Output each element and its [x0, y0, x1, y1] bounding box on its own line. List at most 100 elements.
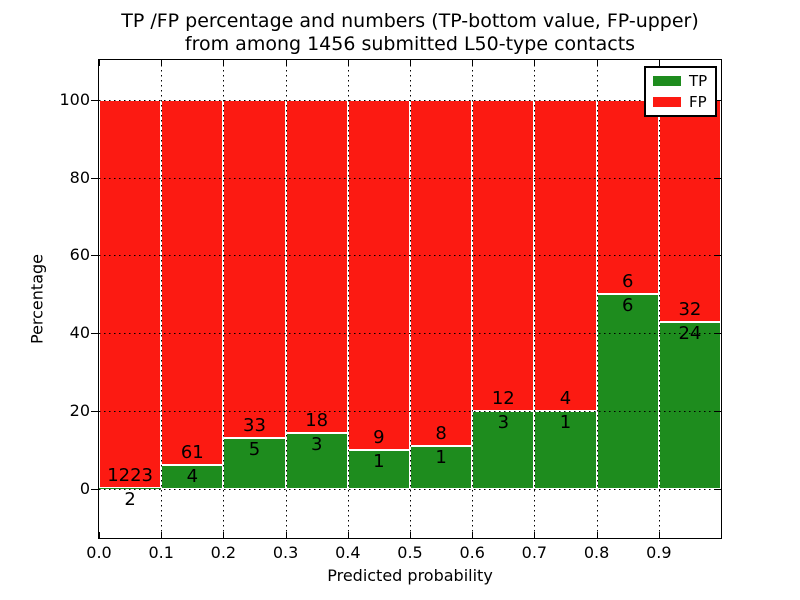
- bar-segment-tp: [596, 294, 659, 489]
- x-tick-mark: [285, 60, 287, 66]
- figure-title-line2: from among 1456 submitted L50-type conta…: [184, 33, 636, 55]
- x-tick-label: 0.6: [459, 543, 485, 562]
- gridline-v: [472, 60, 474, 538]
- bar-count-label-fp: 6: [621, 271, 634, 293]
- legend-item-tp: TP: [653, 73, 707, 89]
- y-tick-label: 0: [79, 478, 90, 498]
- bar-count-label-tp: 3: [310, 434, 323, 456]
- x-tick-label: 0.1: [148, 543, 174, 562]
- legend-swatch-tp: [653, 76, 681, 86]
- bar-count-label-fp: 9: [373, 427, 385, 449]
- y-tick-mark: [715, 411, 721, 413]
- gridline-v: [223, 60, 225, 538]
- y-tick-mark: [715, 333, 721, 335]
- x-tick-mark: [534, 60, 536, 66]
- bar-count-label-tp: 1: [559, 412, 572, 434]
- x-axis-label: Predicted probability: [327, 566, 493, 585]
- x-tick-mark: [223, 532, 225, 538]
- legend-swatch-fp: [653, 97, 681, 107]
- x-tick-mark: [161, 532, 163, 538]
- bar-count-label-tp: 1: [373, 451, 385, 473]
- plot-area: 1223 2 61 4 33 5 18 3 9 1 8 1 12 3 4 1 6 6 32 24 TP FP: [91, 59, 722, 539]
- y-tick-mark: [91, 488, 98, 490]
- y-tick-mark: [91, 333, 98, 335]
- bar-count-label-fp: 32: [678, 299, 702, 321]
- bar-segment-fp: [347, 99, 410, 451]
- bar-count-label-fp: 1223: [107, 465, 153, 487]
- x-tick-label: 0.5: [397, 543, 423, 562]
- gridline-v: [596, 60, 598, 538]
- x-tick-mark: [410, 60, 411, 66]
- gridline-v: [161, 60, 163, 538]
- legend-label-fp: FP: [689, 93, 707, 111]
- y-tick-label: 100: [59, 89, 90, 109]
- figure-title-line1: TP /FP percentage and numbers (TP-bottom…: [121, 10, 699, 32]
- bar-segment-tp: [285, 433, 348, 489]
- x-tick-mark: [658, 532, 660, 538]
- x-tick-mark: [534, 532, 536, 538]
- bar-segment-tp: [347, 450, 410, 489]
- bar-segment-fp: [596, 99, 659, 295]
- y-tick-label: 80: [69, 167, 90, 187]
- bar-count-label-fp: 8: [435, 422, 447, 444]
- x-tick-mark: [161, 60, 163, 66]
- x-tick-mark: [223, 60, 225, 66]
- gridline-v: [410, 60, 411, 538]
- x-tick-mark: [472, 60, 474, 66]
- legend-item-fp: FP: [653, 94, 707, 110]
- legend-label-tp: TP: [689, 72, 708, 90]
- x-tick-mark: [285, 532, 287, 538]
- x-tick-mark: [99, 60, 100, 66]
- x-tick-label: 0.4: [335, 543, 361, 562]
- bar-count-label-tp: 4: [186, 466, 199, 487]
- gridline-v: [658, 60, 660, 538]
- bar-count-label-fp: 61: [180, 442, 204, 463]
- y-tick-mark: [715, 177, 721, 179]
- x-tick-mark: [347, 60, 349, 66]
- x-tick-mark: [347, 532, 349, 538]
- x-tick-mark: [596, 532, 598, 538]
- bar-count-label-tp: 6: [621, 295, 634, 317]
- x-tick-label: 0.7: [521, 543, 548, 562]
- x-tick-label: 0.0: [86, 543, 112, 562]
- x-tick-mark: [472, 532, 474, 538]
- bar-count-label-fp: 33: [243, 414, 266, 436]
- y-tick-mark: [91, 255, 98, 257]
- y-tick-mark: [715, 255, 721, 257]
- bar-count-label-fp: 18: [305, 410, 329, 432]
- x-tick-label: 0.2: [210, 543, 237, 562]
- y-tick-mark: [91, 177, 98, 179]
- gridline-v: [534, 60, 536, 538]
- bar-segment-tp: [99, 488, 162, 490]
- x-tick-label: 0.9: [646, 543, 672, 562]
- x-tick-label: 0.3: [272, 543, 299, 562]
- bar-segment-fp: [99, 99, 162, 489]
- y-tick-label: 20: [69, 401, 90, 421]
- x-tick-mark: [658, 60, 660, 66]
- bar-count-label-fp: 4: [559, 388, 572, 410]
- gridline-v: [347, 60, 349, 538]
- legend: TP FP: [644, 66, 718, 117]
- bar-segment-fp: [658, 99, 721, 323]
- bar-segment-tp: [658, 322, 721, 489]
- y-tick-mark: [715, 99, 721, 101]
- y-axis-label: Percentage: [27, 253, 47, 345]
- y-tick-label: 40: [69, 323, 90, 343]
- bar-count-label-tp: 2: [124, 489, 136, 511]
- bar-count-label-tp: 1: [435, 446, 447, 468]
- bar-segment-fp: [410, 99, 473, 446]
- y-tick-mark: [91, 99, 98, 101]
- x-tick-mark: [596, 60, 598, 66]
- x-tick-mark: [410, 532, 411, 538]
- x-tick-mark: [99, 532, 100, 538]
- gridline-v: [285, 60, 287, 538]
- bar-segment-fp: [223, 99, 286, 438]
- x-tick-label: 0.8: [583, 543, 610, 562]
- y-tick-label: 60: [69, 245, 90, 265]
- bar-segment-fp: [285, 99, 348, 434]
- bar-segment-tp: [223, 437, 286, 489]
- bar-count-label-tp: 3: [497, 412, 510, 434]
- y-tick-mark: [91, 411, 98, 413]
- y-tick-mark: [715, 488, 721, 490]
- bar-count-label-fp: 12: [491, 388, 515, 410]
